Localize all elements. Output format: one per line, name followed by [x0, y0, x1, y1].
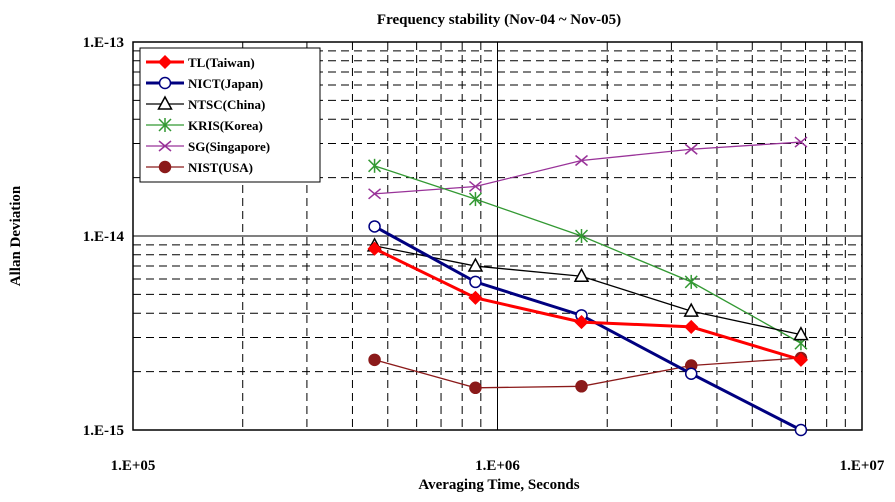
data-point-marker	[684, 319, 699, 334]
legend: TL(Taiwan) NICT(Japan) NTSC(China) KRIS(Kor…	[139, 47, 321, 183]
legend-item: NTSC(China)	[146, 95, 265, 112]
data-point-marker	[368, 158, 382, 173]
x-axis-label: Averaging Time, Seconds	[418, 477, 579, 493]
y-tick-label: 1.E-14	[83, 229, 125, 245]
marker-stroke	[158, 140, 172, 152]
legend-label: TL(Taiwan)	[188, 55, 255, 70]
legend-item: NIST(USA)	[146, 160, 253, 175]
series-line	[374, 357, 801, 389]
x-tick-label: 1.E+06	[475, 458, 520, 474]
plot-frame	[132, 41, 863, 431]
tick-labels: 1.E+05 1.E+06 1.E+07 1.E-13 1.E-14 1.E-15	[83, 35, 885, 474]
legend-label: NIST(USA)	[188, 160, 253, 175]
data-point-marker	[573, 267, 590, 283]
chart-title: Frequency stability (Nov-04 ~ Nov-05)	[377, 12, 621, 28]
data-point-marker	[468, 180, 482, 193]
legend-item: KRIS(Korea)	[146, 118, 263, 133]
series-line	[374, 141, 801, 195]
marker-stroke	[684, 143, 698, 155]
data-point-marker	[158, 140, 172, 152]
series-nict-japan	[368, 220, 808, 437]
data-point-marker	[793, 352, 809, 367]
data-point-marker	[684, 274, 698, 289]
data-point-marker	[469, 275, 482, 289]
data-point-marker	[468, 192, 482, 207]
legend-label: KRIS(Korea)	[188, 118, 263, 133]
data-point-marker	[468, 290, 483, 305]
data-point-marker	[157, 54, 173, 70]
y-tick-label: 1.E-15	[83, 423, 124, 439]
series-sg-singapore	[368, 136, 808, 200]
data-point-marker	[683, 302, 699, 317]
data-point-marker	[158, 76, 172, 90]
series-line	[373, 247, 802, 362]
data-point-marker	[574, 229, 589, 243]
marker-stroke	[468, 180, 482, 193]
data-point-marker	[575, 154, 588, 167]
marker-stroke	[575, 154, 588, 167]
data-point-marker	[794, 136, 808, 148]
series-nist-usa	[368, 351, 808, 395]
data-point-marker	[574, 315, 589, 330]
series-kris-korea	[368, 158, 808, 351]
data-point-marker	[684, 367, 698, 380]
data-point-marker	[368, 220, 381, 233]
plot-area-border	[132, 41, 863, 431]
data-point-marker	[469, 381, 482, 395]
data-point-marker	[467, 257, 484, 272]
data-point-marker	[157, 95, 173, 110]
marker-stroke	[794, 136, 808, 148]
data-point-marker	[158, 160, 172, 174]
y-axis-label: Allan Deviation	[8, 185, 24, 286]
legend-label: NICT(Japan)	[188, 76, 263, 91]
data-point-marker	[684, 143, 698, 155]
data-point-marker	[367, 241, 382, 256]
data-point-marker	[575, 380, 588, 393]
legend-item: SG(Singapore)	[146, 139, 270, 154]
series-line	[373, 225, 802, 432]
legend-label: SG(Singapore)	[188, 139, 270, 154]
series-ntsc-china	[366, 237, 809, 341]
series-tl-taiwan	[367, 241, 809, 367]
y-tick-label: 1.E-13	[83, 35, 124, 51]
data-point-marker	[158, 118, 172, 132]
legend-label: NTSC(China)	[188, 97, 265, 112]
legend-item: TL(Taiwan)	[146, 54, 255, 70]
x-tick-label: 1.E+05	[111, 458, 156, 474]
data-point-marker	[368, 353, 381, 367]
data-point-marker	[793, 326, 809, 341]
series-group	[366, 136, 809, 437]
legend-item: NICT(Japan)	[146, 76, 263, 91]
x-tick-label: 1.E+07	[840, 458, 885, 474]
data-point-marker	[794, 423, 808, 437]
legend-box	[139, 47, 321, 183]
data-point-marker	[368, 188, 382, 200]
marker-stroke	[368, 188, 382, 200]
